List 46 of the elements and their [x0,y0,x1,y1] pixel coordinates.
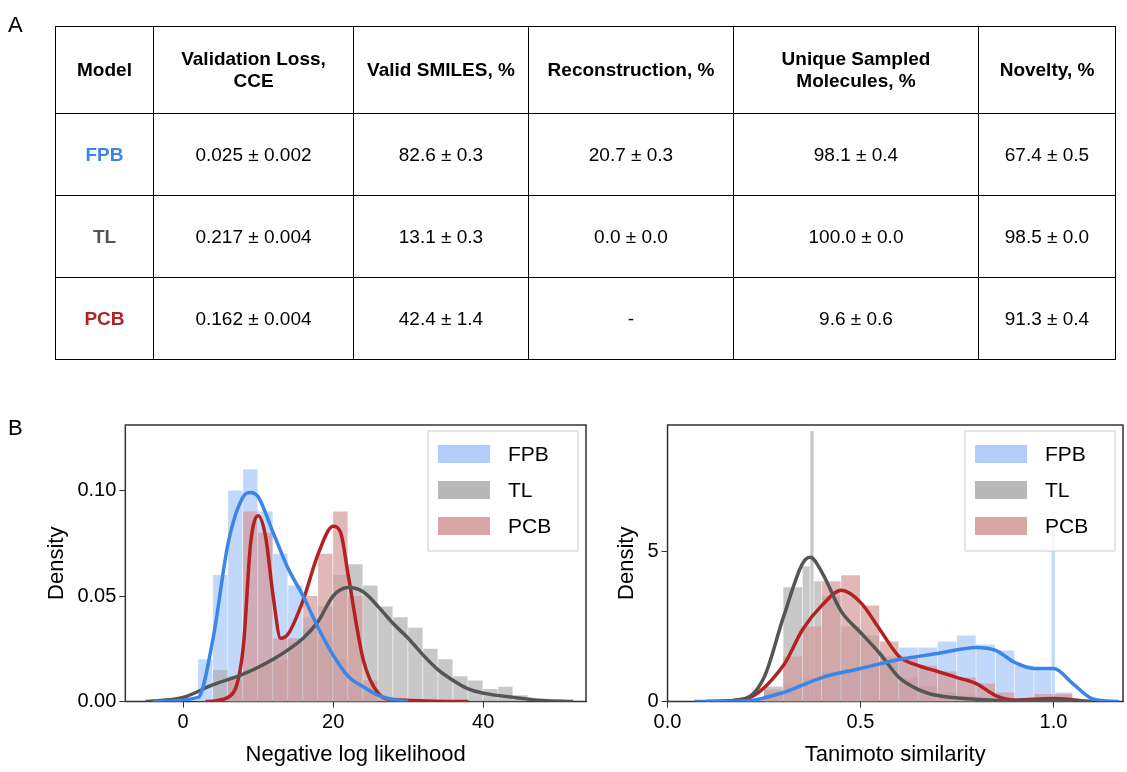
text: 82.6 ± 0.3 [398,143,484,165]
legend-label: TL [508,477,533,501]
legend-label: PCB [1045,513,1089,537]
text: 91.3 ± 0.4 [1004,307,1090,329]
y-tick-label: 0.10 [77,477,117,500]
y-tick-label: 0.05 [77,583,117,606]
legend-label: FPB [508,441,549,465]
x-tick-label: 20 [322,710,345,733]
category-label: Reconstruction, % [528,26,734,114]
category-label: Model [55,26,154,114]
legend-label: PCB [508,513,552,537]
y-tick-label: 5 [647,538,659,561]
category-label: TL [92,225,117,247]
y-axis-title: Density [613,526,639,600]
text: 98.1 ± 0.4 [813,143,899,165]
text: 0.0 ± 0.0 [594,225,668,247]
legend-label: FPB [1045,441,1086,465]
text: 9.6 ± 0.6 [819,307,893,329]
x-tick-label: 40 [472,710,495,733]
text: 100.0 ± 0.0 [808,225,904,247]
legend-label: TL [1045,477,1070,501]
category-label: PCB [84,307,125,329]
text: 42.4 ± 1.4 [398,307,484,329]
y-tick-label: 0.00 [77,689,117,712]
category-label: Validation Loss, CCE [153,26,354,114]
text: 67.4 ± 0.5 [1004,143,1090,165]
y-axis-title: Density [43,526,69,600]
text: 20.7 ± 0.3 [588,143,674,165]
text: 98.5 ± 0.0 [1004,225,1090,247]
x-tick-label: 0.0 [653,710,682,733]
x-axis-title: Tanimoto similarity [804,740,986,766]
x-tick-label: 0 [177,710,189,733]
category-label: FPB [85,143,124,165]
text: B [8,415,23,441]
text: A [8,12,23,38]
category-label: Novelty, % [978,26,1116,114]
text: - [627,307,635,329]
category-label: Valid SMILES, % [353,26,529,114]
x-tick-label: 0.5 [846,710,875,733]
category-label: Unique Sampled Molecules, % [733,26,979,114]
x-tick-label: 1.0 [1039,710,1068,733]
text: 0.162 ± 0.004 [195,307,312,329]
x-axis-title: Negative log likelihood [245,740,466,766]
text: 13.1 ± 0.3 [398,225,484,247]
text: 0.217 ± 0.004 [195,225,312,247]
text: 0.025 ± 0.002 [195,143,312,165]
